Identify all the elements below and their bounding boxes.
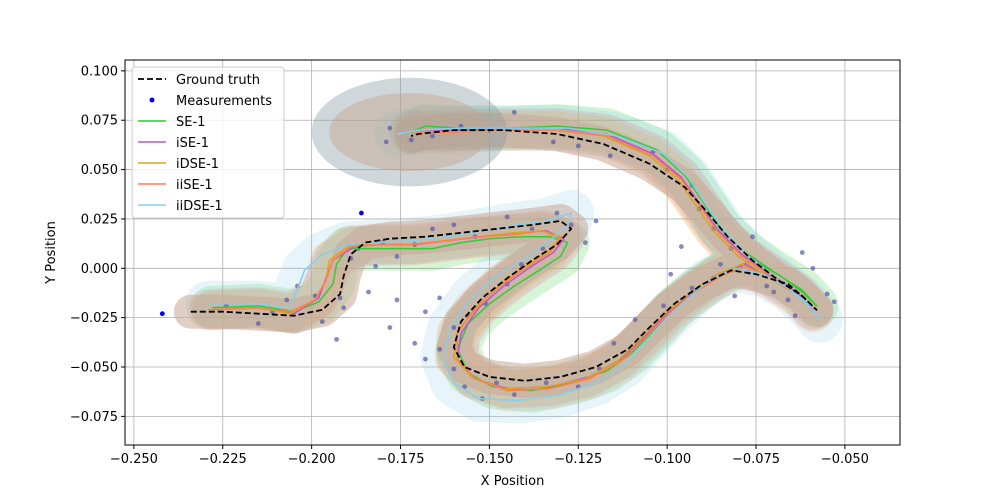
measurement-point: [394, 254, 400, 259]
y-tick-label: −0.075: [70, 410, 118, 425]
measurement-point: [764, 283, 770, 289]
measurement-point: [423, 309, 428, 315]
measurement-point: [458, 123, 464, 129]
measurement-point: [387, 125, 393, 131]
measurement-point: [337, 295, 343, 301]
measurement-point: [831, 299, 837, 305]
x-tick-label: −0.225: [199, 452, 247, 467]
measurement-point: [394, 297, 400, 303]
x-tick-label: −0.125: [554, 452, 602, 467]
measurement-point: [451, 222, 457, 228]
measurement-point: [366, 289, 371, 295]
measurement-point: [387, 325, 393, 330]
y-tick-label: −0.025: [70, 311, 118, 326]
measurement-point: [771, 289, 777, 295]
measurement-point: [678, 244, 684, 249]
measurement-point: [718, 261, 723, 267]
y-axis-label: Y Position: [44, 221, 59, 285]
measurement-point: [550, 139, 556, 145]
measurement-point: [423, 356, 428, 362]
x-tick-label: −0.250: [110, 452, 158, 467]
legend: Ground truth Measurements SE-1 iSE-1 iDSE-1 i…: [131, 66, 285, 219]
y-tick-label: 0.050: [81, 163, 118, 178]
y-tick-label: 0.100: [81, 64, 118, 79]
x-tick-label: −0.100: [643, 452, 691, 467]
legend-label: iDSE-1: [176, 157, 219, 172]
legend-label: iiSE-1: [176, 178, 213, 193]
measurement-point: [582, 240, 588, 246]
measurement-point: [529, 226, 535, 232]
y-tick-label: 0.000: [81, 262, 118, 277]
x-tick-label: −0.075: [732, 452, 780, 467]
measurement-point: [383, 139, 389, 145]
measurement-point: [430, 133, 435, 139]
measurement-point: [341, 305, 347, 311]
ticks: −0.250 −0.225 −0.200 −0.175 −0.150 −0.125 −0.1…: [70, 64, 869, 467]
measurement-point: [824, 291, 830, 297]
measurement-point: [611, 340, 617, 346]
measurement-point: [810, 265, 816, 271]
measurement-point: [511, 392, 517, 398]
measurement-point: [430, 226, 435, 232]
measurement-point: [494, 380, 499, 386]
measurement-point: [661, 303, 666, 309]
measurement-point: [792, 313, 798, 319]
measurement-point: [255, 321, 261, 326]
measurement-point: [408, 137, 414, 143]
measurement-point: [437, 295, 443, 301]
measurement-point: [668, 271, 674, 277]
measurement-point: [799, 250, 805, 255]
measurement-point: [159, 311, 165, 317]
y-tick-label: 0.025: [81, 212, 118, 227]
measurement-point: [568, 222, 574, 228]
line-iiDSE-1: [208, 127, 821, 402]
measurement-point: [437, 346, 443, 352]
legend-label: iSE-1: [176, 136, 209, 151]
x-tick-label: −0.200: [288, 452, 336, 467]
measurement-point: [319, 319, 325, 325]
legend-label: iiDSE-1: [176, 199, 223, 214]
y-tick-label: 0.075: [81, 114, 118, 129]
measurement-point: [632, 317, 638, 323]
measurement-point: [543, 380, 549, 386]
axes-frame: [124, 59, 901, 446]
measurement-point: [504, 214, 510, 220]
y-tick-label: −0.050: [70, 361, 118, 376]
measurement-point: [593, 218, 599, 224]
measurement-point: [554, 210, 560, 216]
measurement-point: [511, 109, 517, 115]
measurement-point: [732, 293, 738, 299]
measurement-point: [451, 325, 457, 330]
measurement-point: [451, 366, 457, 372]
x-tick-label: −0.175: [376, 452, 424, 467]
measurement-point: [575, 143, 581, 149]
measurement-point: [284, 297, 290, 303]
estimate-lines: [208, 125, 821, 402]
measurement-point: [373, 263, 379, 269]
measurement-point: [334, 336, 339, 342]
line-iiSE-1: [208, 129, 814, 392]
legend-marker: [149, 97, 155, 103]
legend-label: Measurements: [176, 94, 272, 109]
x-tick-label: −0.050: [821, 452, 869, 467]
plot-area: [159, 77, 843, 424]
legend-box: [131, 66, 285, 219]
measurement-point: [785, 297, 791, 303]
measurement-point: [518, 261, 524, 267]
x-axis-label: X Position: [481, 474, 545, 489]
legend-label: Ground truth: [176, 73, 260, 88]
measurement-point: [750, 234, 755, 240]
measurement-point: [607, 153, 613, 159]
measurement-point: [412, 340, 418, 346]
x-tick-label: −0.150: [465, 452, 513, 467]
measurements-layer: [159, 109, 837, 402]
legend-label: SE-1: [176, 115, 205, 130]
measurement-point: [359, 210, 364, 216]
measurement-point: [689, 285, 695, 291]
